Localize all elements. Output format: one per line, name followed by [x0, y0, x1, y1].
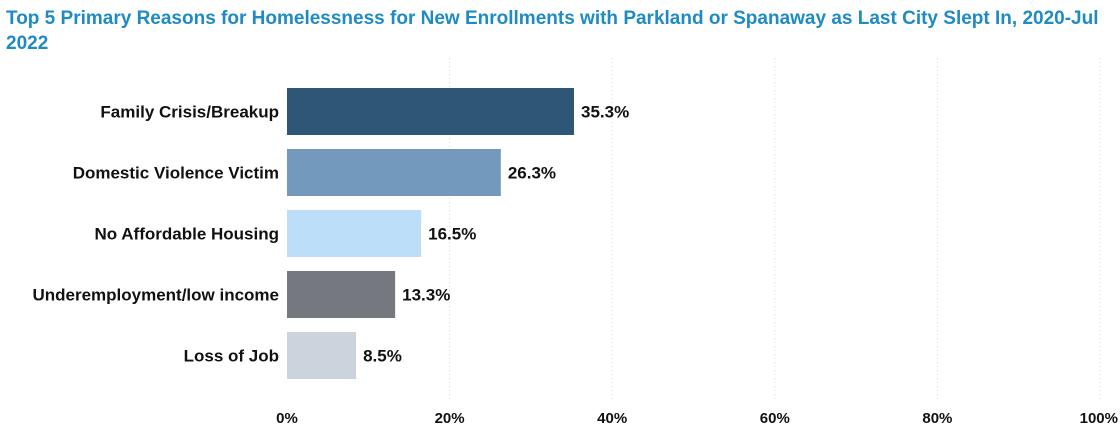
bar — [287, 88, 574, 135]
x-tick-label: 60% — [760, 410, 790, 427]
bar — [287, 271, 396, 318]
x-tick-label: 100% — [1080, 410, 1118, 427]
data-label: 13.3% — [402, 286, 450, 305]
category-label: No Affordable Housing — [95, 225, 279, 244]
category-label: Loss of Job — [184, 347, 279, 366]
x-tick-label: 20% — [435, 410, 465, 427]
data-label: 35.3% — [581, 103, 629, 122]
data-label: 16.5% — [428, 225, 476, 244]
category-labels: Family Crisis/Breakup Domestic Violence V… — [32, 103, 279, 366]
x-tick-label: 40% — [597, 410, 627, 427]
x-tick-label: 80% — [922, 410, 952, 427]
bar — [287, 210, 422, 257]
value-labels: 35.3% 26.3% 16.5% 13.3% 8.5% — [363, 103, 629, 366]
category-label: Underemployment/low income — [32, 286, 279, 305]
bar — [287, 332, 357, 379]
data-label: 26.3% — [508, 164, 556, 183]
bar — [287, 149, 501, 196]
category-label: Family Crisis/Breakup — [100, 103, 279, 122]
bars — [287, 88, 574, 379]
x-axis-tick-labels: 0% 20% 40% 60% 80% 100% — [276, 410, 1118, 427]
category-label: Domestic Violence Victim — [73, 164, 279, 183]
x-tick-label: 0% — [276, 410, 298, 427]
chart-title: Top 5 Primary Reasons for Homelessness f… — [6, 8, 1099, 54]
data-label: 8.5% — [363, 347, 402, 366]
